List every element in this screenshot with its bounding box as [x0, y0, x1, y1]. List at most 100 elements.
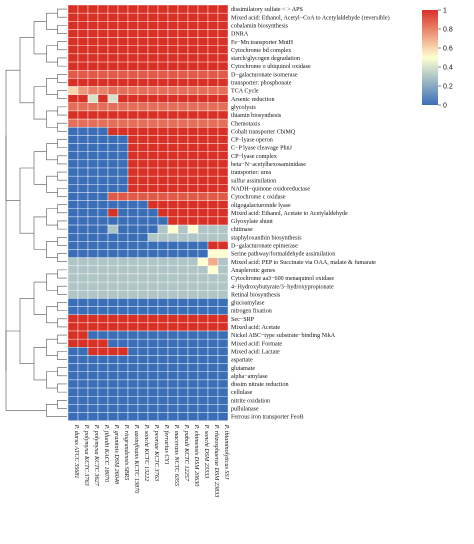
heatmap-cell [157, 118, 169, 128]
heatmap-cell [107, 404, 119, 413]
row-label: Chemotaxis [231, 121, 261, 127]
heatmap-cell [187, 404, 199, 413]
heatmap-cell [187, 200, 199, 209]
heatmap-cell [217, 21, 229, 30]
heatmap-cell [107, 330, 119, 340]
heatmap-cell [217, 273, 229, 283]
row-label: chitinase [231, 227, 253, 233]
heatmap-cell [207, 86, 219, 95]
heatmap-cell [97, 249, 109, 258]
heatmap-cell [157, 314, 169, 324]
heatmap-cell [167, 412, 179, 421]
heatmap-cell [97, 355, 109, 364]
heatmap-cell [67, 102, 79, 112]
heatmap-cell [117, 167, 129, 177]
heatmap-cell [167, 216, 179, 226]
heatmap-cell [87, 143, 99, 152]
heatmap-cell [127, 387, 139, 397]
heatmap-cell [197, 232, 209, 242]
heatmap-cell [217, 94, 229, 104]
heatmap-cell [167, 12, 179, 22]
dendrogram-branch [57, 73, 67, 83]
heatmap-cell [107, 53, 119, 63]
dendrogram-branch [57, 8, 67, 18]
heatmap-cell [117, 363, 129, 372]
heatmap-cell [157, 12, 169, 22]
heatmap-cell [147, 127, 159, 136]
heatmap-cell [87, 273, 99, 283]
dendrogram-branch [57, 139, 67, 148]
heatmap-cell [67, 249, 79, 258]
heatmap-cell [87, 257, 99, 266]
row-label: nitrogen fixation [231, 308, 272, 315]
heatmap-cell [177, 78, 189, 87]
heatmap-cell [67, 143, 79, 152]
heatmap-cell [87, 216, 99, 226]
row-label: dissimilatory sulfate < > APS [231, 6, 303, 13]
heatmap-cell [197, 4, 209, 14]
heatmap-cell [137, 290, 149, 299]
heatmap-cell [117, 200, 129, 209]
heatmap-cell [77, 78, 89, 87]
heatmap-cell [177, 412, 189, 421]
heatmap-cell [217, 241, 229, 250]
heatmap-cell [187, 330, 199, 340]
heatmap-cell [67, 273, 79, 283]
dendrogram-branch [57, 253, 67, 263]
heatmap-cell [97, 86, 109, 95]
heatmap-cell [197, 322, 209, 332]
heatmap-cell [107, 29, 119, 38]
heatmap-cell [187, 118, 199, 128]
heatmap-cell [177, 192, 189, 201]
heatmap-cell [97, 192, 109, 201]
heatmap-cell [157, 45, 169, 55]
heatmap-cell [77, 322, 89, 332]
heatmap-cell [147, 355, 159, 364]
dendrogram-branch [57, 204, 67, 214]
colorbar-tick-label: 0 [443, 102, 447, 109]
heatmap-cell [97, 78, 109, 87]
heatmap-cell [67, 314, 79, 324]
dendrogram-branch [57, 236, 67, 246]
heatmap-cell [127, 4, 139, 14]
heatmap-cell [157, 94, 169, 104]
dendrogram-branch [57, 367, 67, 377]
heatmap-cell [107, 265, 119, 275]
heatmap-cell [217, 118, 229, 128]
heatmap-cell [137, 127, 149, 136]
row-label: Arsenic reduction [231, 97, 275, 103]
heatmap-cell [207, 257, 219, 266]
heatmap-cell [177, 232, 189, 242]
heatmap-cell [167, 118, 179, 128]
heatmap-cell [137, 135, 149, 144]
heatmap-cell [77, 396, 89, 405]
heatmap-cell [147, 102, 159, 112]
heatmap-cell [157, 192, 169, 201]
heatmap-cell [207, 94, 219, 104]
heatmap-cell [217, 102, 229, 112]
heatmap-cell [107, 241, 119, 250]
heatmap-cell [207, 216, 219, 226]
heatmap-cell [107, 37, 119, 46]
heatmap-cell [117, 224, 129, 234]
heatmap-cell [207, 314, 219, 324]
heatmap-cell [107, 314, 119, 324]
row-label: Nickel ABC−type substrate−binding NikA [231, 333, 336, 339]
heatmap-cell [157, 216, 169, 226]
heatmap-cell [167, 102, 179, 112]
heatmap-cell [187, 159, 199, 169]
heatmap-cell [157, 322, 169, 332]
heatmap-cell [177, 322, 189, 332]
heatmap-cell [217, 29, 229, 38]
heatmap-cell [67, 257, 79, 266]
heatmap-cell [197, 265, 209, 275]
dendrogram-branch [46, 338, 58, 356]
heatmap-cell [87, 61, 99, 71]
heatmap-cell [147, 94, 159, 104]
row-label: sulfur assimilation [231, 177, 276, 184]
heatmap-cell [167, 404, 179, 413]
heatmap-cell [117, 12, 129, 22]
heatmap-cell [177, 379, 189, 389]
dendrogram-branch [33, 281, 47, 315]
heatmap-cell [177, 102, 189, 112]
